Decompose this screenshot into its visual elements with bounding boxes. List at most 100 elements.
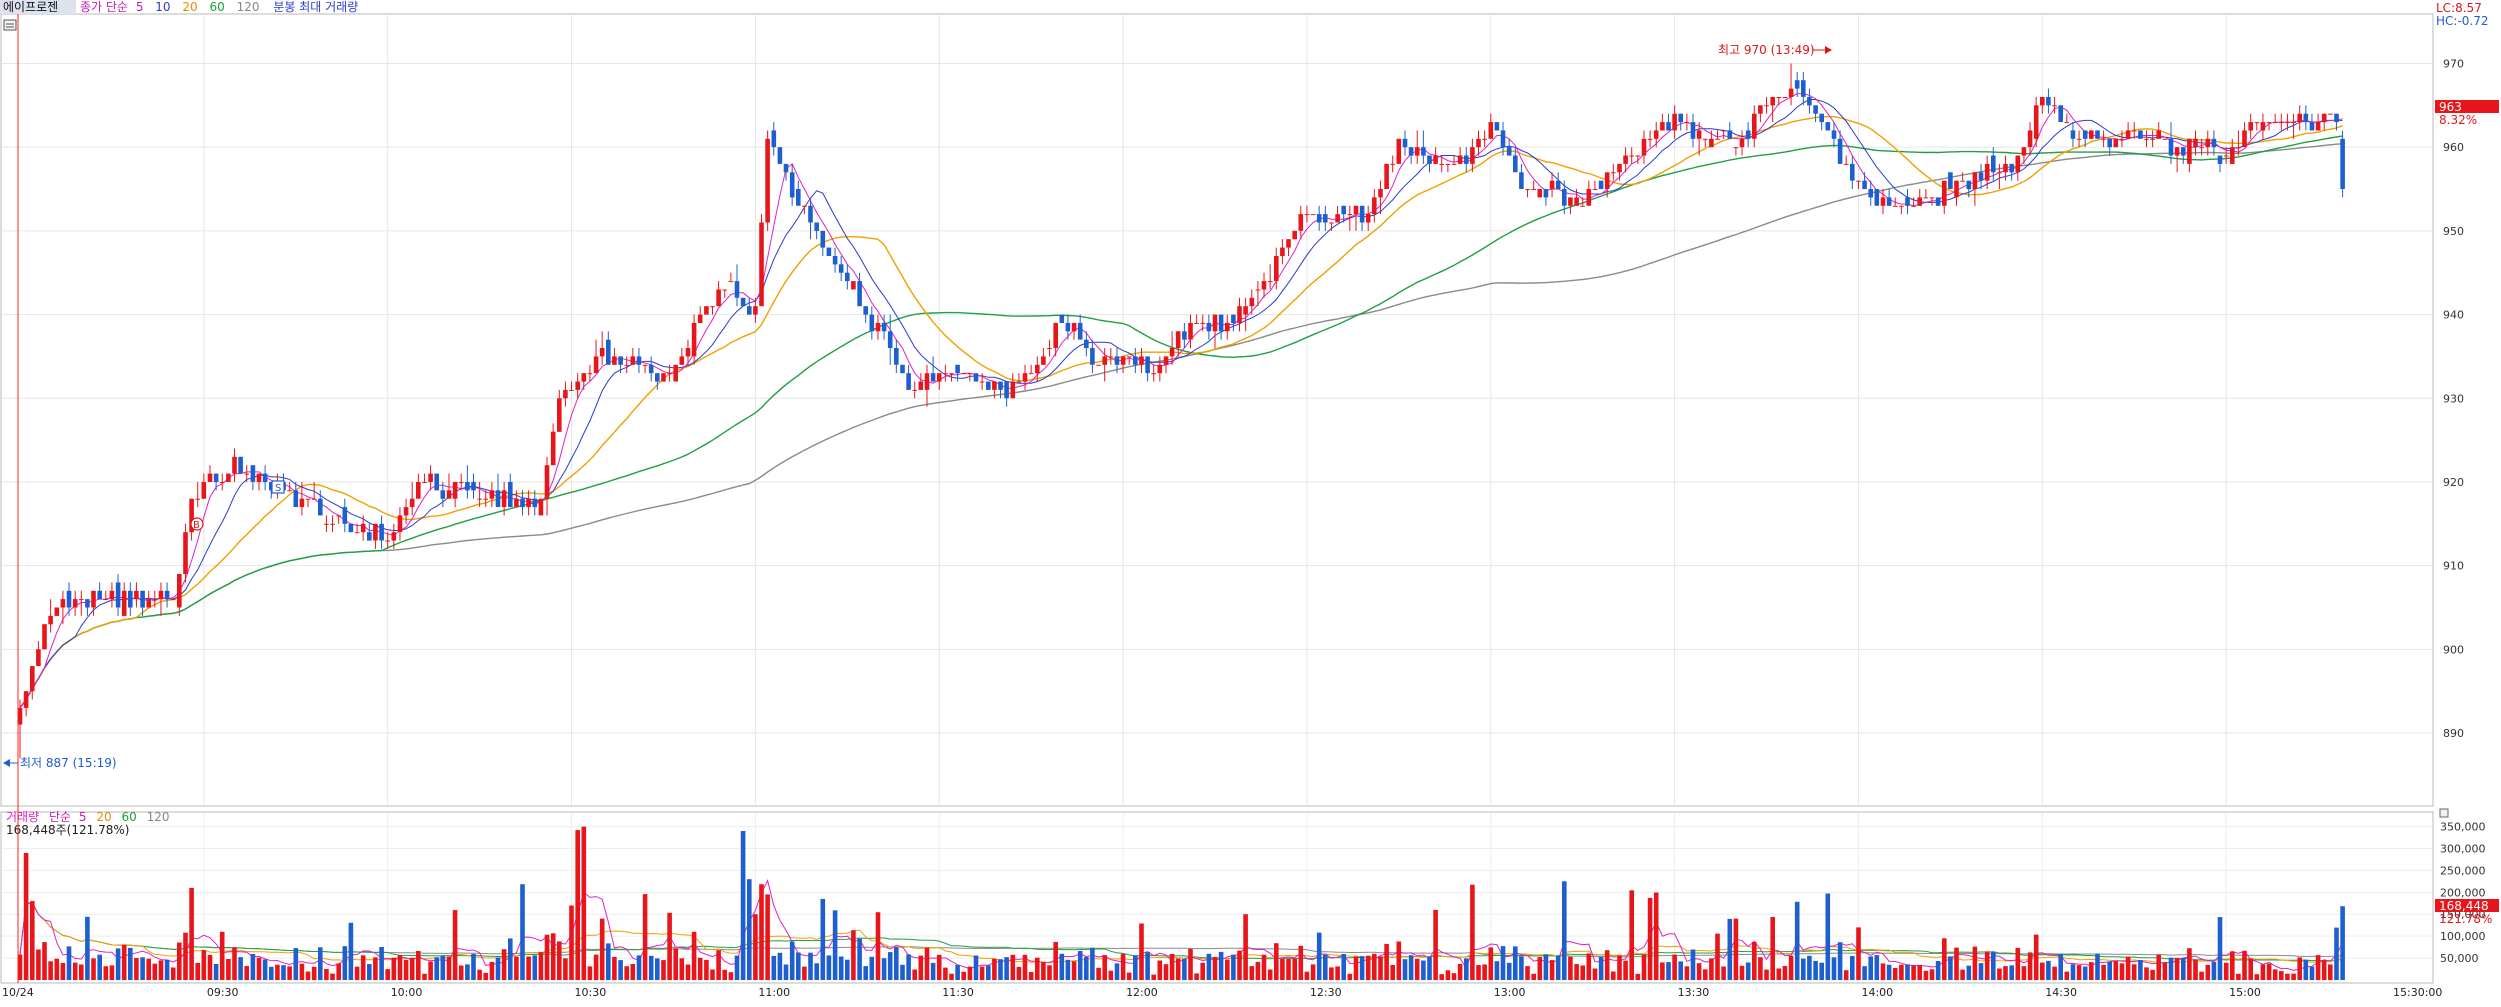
candle-body — [1157, 364, 1163, 374]
time-tick-label: 12:30 — [1310, 986, 1342, 999]
candle-body — [1862, 180, 1867, 190]
candle-body — [330, 523, 335, 525]
price-plot-area[interactable] — [0, 13, 2434, 807]
volume-bar — [2113, 961, 2119, 980]
volume-bar — [1825, 893, 1831, 980]
current-volume-label: 168,448 — [2439, 899, 2489, 913]
volume-bar — [1948, 956, 1953, 980]
candle-body — [1347, 214, 1353, 216]
candle-body — [1923, 197, 1929, 199]
volume-bar — [1421, 960, 1426, 980]
candle-body — [1188, 322, 1193, 340]
candle-body — [1041, 356, 1046, 365]
candle-body — [2009, 163, 2014, 173]
volume-bar — [1010, 954, 1016, 980]
candle-body — [1310, 214, 1316, 216]
candle-body — [973, 373, 979, 382]
candle-body — [1801, 80, 1806, 97]
candle-body — [501, 490, 507, 507]
candle-body — [30, 666, 35, 692]
volume-bar — [2254, 974, 2260, 980]
candle-body — [1139, 356, 1144, 365]
stock-name[interactable]: 에이프로젠 — [3, 0, 58, 14]
candle-body — [1788, 88, 1794, 97]
chart-menu-icon[interactable] — [3, 19, 17, 31]
candle-body — [1200, 322, 1205, 324]
sell-signal-marker — [271, 480, 285, 494]
time-tick-label: 11:00 — [758, 986, 790, 999]
volume-bar — [1384, 943, 1389, 980]
candle-body — [189, 498, 194, 533]
candle-body — [1372, 197, 1377, 215]
candle-body — [1917, 197, 1922, 206]
volume-bar — [1629, 890, 1634, 980]
candle-body — [2248, 122, 2253, 131]
candle-body — [2058, 105, 2063, 122]
candle-body — [1954, 180, 1959, 198]
volume-bar — [336, 963, 341, 980]
volume-bar — [1249, 966, 1255, 980]
volume-bar — [495, 957, 501, 980]
candle-body — [115, 582, 121, 608]
volume-bar — [1935, 961, 1941, 980]
volume-bar — [2297, 957, 2302, 980]
candle-body — [1218, 314, 1224, 332]
candle-body — [759, 222, 764, 307]
volume-bar — [2125, 956, 2131, 980]
candle-body — [881, 322, 887, 332]
volume-bar — [642, 894, 648, 980]
candle-body — [508, 482, 513, 508]
volume-bar — [820, 898, 826, 980]
volume-bar — [1868, 956, 1873, 980]
volume-bar — [140, 957, 145, 980]
volume-bar — [1126, 972, 1132, 980]
candle-body — [1225, 322, 1230, 332]
candle-body — [771, 130, 777, 148]
volume-bar — [330, 973, 335, 980]
volume-bar — [2082, 966, 2088, 980]
candle-body — [912, 389, 917, 391]
volume-bar — [789, 941, 795, 980]
candle-body — [1727, 130, 1733, 139]
volume-bar — [759, 884, 764, 980]
candle-body — [2131, 130, 2137, 132]
volume-bar — [881, 958, 887, 980]
candle-body — [305, 498, 311, 500]
candle-body — [2150, 138, 2155, 140]
candle-body — [2291, 122, 2296, 124]
candle-body — [642, 364, 648, 366]
candle-body — [869, 314, 875, 332]
volume-bar — [281, 965, 286, 980]
sell-signal-label: S — [275, 483, 281, 494]
volume-panel-toggle[interactable] — [2439, 808, 2449, 818]
candle-body — [1948, 172, 1953, 189]
candle-body — [820, 230, 826, 248]
candle-body — [753, 306, 758, 315]
volume-bar — [648, 955, 654, 980]
volume-bar — [360, 955, 366, 980]
volume-bar — [2076, 965, 2082, 980]
volume-bar — [1329, 967, 1334, 980]
volume-bar — [2021, 966, 2027, 980]
candle-body — [697, 314, 703, 323]
candle-body — [2181, 147, 2186, 156]
volume-plot-area[interactable] — [0, 811, 2434, 984]
volume-bar — [385, 969, 390, 980]
candle-body — [2297, 113, 2302, 123]
candle-body — [2027, 130, 2033, 148]
price-grid — [2, 15, 2432, 805]
volume-bar — [269, 966, 274, 980]
candle-body — [1892, 205, 1898, 207]
candle-body — [2064, 122, 2070, 124]
candle-body — [256, 473, 262, 482]
candle-body — [422, 482, 427, 483]
volume-bar — [2193, 959, 2198, 980]
volume-bar — [232, 947, 237, 980]
volume-bar — [1997, 968, 2002, 980]
candle-body — [1329, 222, 1334, 224]
volume-bar — [961, 971, 966, 980]
volume-bar — [1041, 962, 1046, 980]
candle-body — [1421, 147, 1426, 156]
